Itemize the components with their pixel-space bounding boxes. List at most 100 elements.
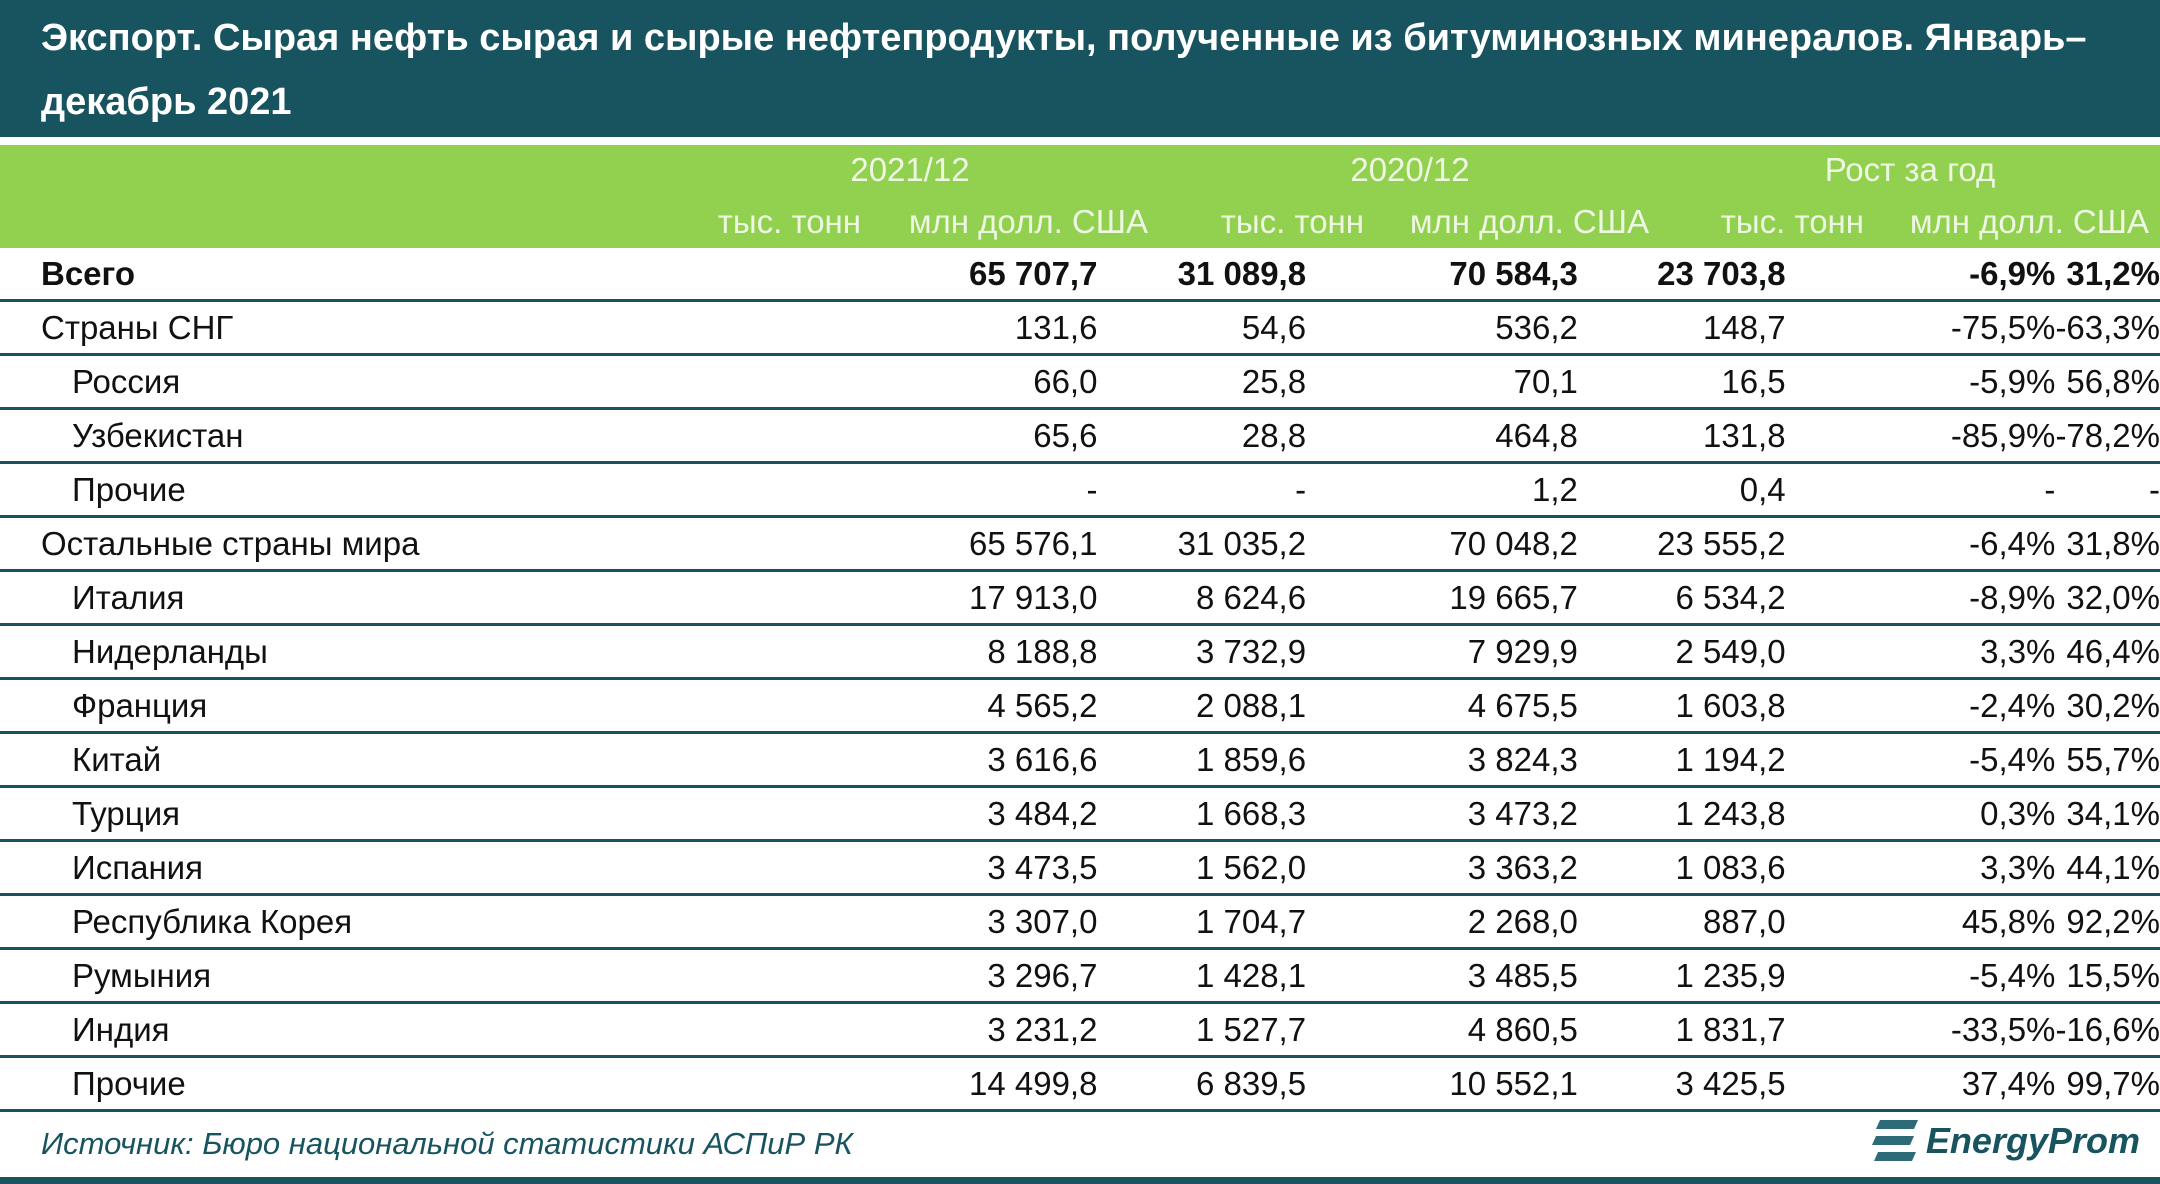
cell-value: -63,3% <box>2055 300 2160 356</box>
cell-value: 2 088,1 <box>1097 678 1307 734</box>
group-header-2021: 2021/12 <box>850 151 970 188</box>
cell-value: 2 268,0 <box>1306 894 1578 950</box>
cell-value: 70 048,2 <box>1306 516 1578 572</box>
cell-value: 17 913,0 <box>823 570 1098 626</box>
cell-value: -33,5% <box>1785 1002 2056 1058</box>
table-row: Страны СНГ 131,6 54,6 536,2 148,7 -75,5% -63,3… <box>0 300 2160 356</box>
row-label: Страны СНГ <box>0 300 824 356</box>
row-label: Румыния <box>0 948 824 1004</box>
row-label: Италия <box>0 570 824 626</box>
energyprom-logo: EnergyProm <box>1871 1118 2140 1164</box>
table-row: Россия 66,0 25,8 70,1 16,5 -5,9% 56,8% <box>0 354 2160 410</box>
cell-value: -85,9% <box>1785 408 2056 464</box>
cell-value: - <box>1097 462 1307 518</box>
cell-value: 25,8 <box>1097 354 1307 410</box>
row-label: Россия <box>0 354 824 410</box>
bottom-border <box>0 1177 2160 1184</box>
cell-value: 65,6 <box>823 408 1098 464</box>
cell-value: 131,8 <box>1577 408 1786 464</box>
row-label: Прочие <box>0 462 824 518</box>
cell-value: 148,7 <box>1577 300 1786 356</box>
table-row: Прочие - -1,2 0,4- - <box>0 462 2160 518</box>
unit-header: тыс. тонн <box>1220 203 1364 240</box>
cell-value: 45,8% <box>1785 894 2056 950</box>
table-row: Нидерланды 8 188,8 3 732,9 7 929,9 2 549,0 3,… <box>0 624 2160 680</box>
cell-value: 99,7% <box>2055 1056 2160 1112</box>
table-row: Остальные страны мира 65 576,1 31 035,2 70 … <box>0 516 2160 572</box>
source-note: Источник: Бюро национальной статистики А… <box>41 1126 853 1161</box>
cell-value: 1 527,7 <box>1097 1002 1307 1058</box>
cell-value: 30,2% <box>2055 678 2160 734</box>
cell-value: 14 499,8 <box>823 1056 1098 1112</box>
cell-value: -6,4% <box>1785 516 2056 572</box>
cell-value: 3,3% <box>1785 624 2056 680</box>
cell-value: 70,1 <box>1306 354 1578 410</box>
row-label: Узбекистан <box>0 408 824 464</box>
unit-header: тыс. тонн <box>1720 203 1864 240</box>
table-row: Республика Корея 3 307,0 1 704,7 2 268,0 887… <box>0 894 2160 950</box>
logo-mark-icon <box>1871 1120 1918 1161</box>
unit-header: тыс. тонн <box>717 203 861 240</box>
cell-value: 131,6 <box>823 300 1098 356</box>
cell-value: 66,0 <box>823 354 1098 410</box>
cell-value: 15,5% <box>2055 948 2160 1004</box>
unit-header: млн долл. США <box>1409 203 1649 240</box>
cell-value: 3 824,3 <box>1306 732 1578 788</box>
cell-value: 0,3% <box>1785 786 2056 842</box>
table-row: Узбекистан 65,6 28,8 464,8 131,8 -85,9% -78,2% <box>0 408 2160 464</box>
row-label: Турция <box>0 786 824 842</box>
table-row: Индия 3 231,2 1 527,7 4 860,5 1 831,7 -33,5% -… <box>0 1002 2160 1058</box>
cell-value: 1,2 <box>1306 462 1578 518</box>
cell-value: -78,2% <box>2055 408 2160 464</box>
cell-value: 3,3% <box>1785 840 2056 896</box>
cell-value: 1 859,6 <box>1097 732 1307 788</box>
cell-value: 19 665,7 <box>1306 570 1578 626</box>
cell-value: 70 584,3 <box>1306 248 1578 302</box>
cell-value: 1 668,3 <box>1097 786 1307 842</box>
table-row: Прочие 14 499,8 6 839,5 10 552,1 3 425,5 37,4… <box>0 1056 2160 1112</box>
cell-value: 23 703,8 <box>1577 248 1786 302</box>
cell-value: 8 188,8 <box>823 624 1098 680</box>
cell-value: -8,9% <box>1785 570 2056 626</box>
cell-value: 3 363,2 <box>1306 840 1578 896</box>
cell-value: 55,7% <box>2055 732 2160 788</box>
cell-value: 1 243,8 <box>1577 786 1786 842</box>
row-label: Прочие <box>0 1056 824 1112</box>
cell-value: -5,4% <box>1785 948 2056 1004</box>
group-header-growth: Рост за год <box>1824 151 1996 188</box>
table-row: Всего 65 707,7 31 089,8 70 584,3 23 703,8 -6,… <box>0 248 2160 302</box>
cell-value: 2 549,0 <box>1577 624 1786 680</box>
logo-text: EnergyProm <box>1925 1120 2140 1161</box>
cell-value: 8 624,6 <box>1097 570 1307 626</box>
cell-value: 31 089,8 <box>1097 248 1307 302</box>
cell-value: 31,8% <box>2055 516 2160 572</box>
row-label: Китай <box>0 732 824 788</box>
cell-value: 3 473,2 <box>1306 786 1578 842</box>
cell-value: 3 473,5 <box>823 840 1098 896</box>
cell-value: 10 552,1 <box>1306 1056 1578 1112</box>
cell-value: - <box>2055 462 2160 518</box>
cell-value: 1 083,6 <box>1577 840 1786 896</box>
cell-value: -16,6% <box>2055 1002 2160 1058</box>
cell-value: 887,0 <box>1577 894 1786 950</box>
table-row: Турция 3 484,2 1 668,3 3 473,2 1 243,8 0,3% 34… <box>0 786 2160 842</box>
cell-value: 28,8 <box>1097 408 1307 464</box>
cell-value: 31 035,2 <box>1097 516 1307 572</box>
row-label: Республика Корея <box>0 894 824 950</box>
cell-value: 34,1% <box>2055 786 2160 842</box>
cell-value: 44,1% <box>2055 840 2160 896</box>
row-label: Остальные страны мира <box>0 516 824 572</box>
group-header-2020: 2020/12 <box>1350 151 1470 188</box>
cell-value: 3 296,7 <box>823 948 1098 1004</box>
cell-value: 4 565,2 <box>823 678 1098 734</box>
cell-value: 3 307,0 <box>823 894 1098 950</box>
cell-value: -75,5% <box>1785 300 2056 356</box>
row-label: Испания <box>0 840 824 896</box>
cell-value: 3 616,6 <box>823 732 1098 788</box>
cell-value: -6,9% <box>1785 248 2056 302</box>
cell-value: 65 576,1 <box>823 516 1098 572</box>
cell-value: 1 194,2 <box>1577 732 1786 788</box>
cell-value: 6 534,2 <box>1577 570 1786 626</box>
cell-value: - <box>823 462 1098 518</box>
cell-value: 536,2 <box>1306 300 1578 356</box>
